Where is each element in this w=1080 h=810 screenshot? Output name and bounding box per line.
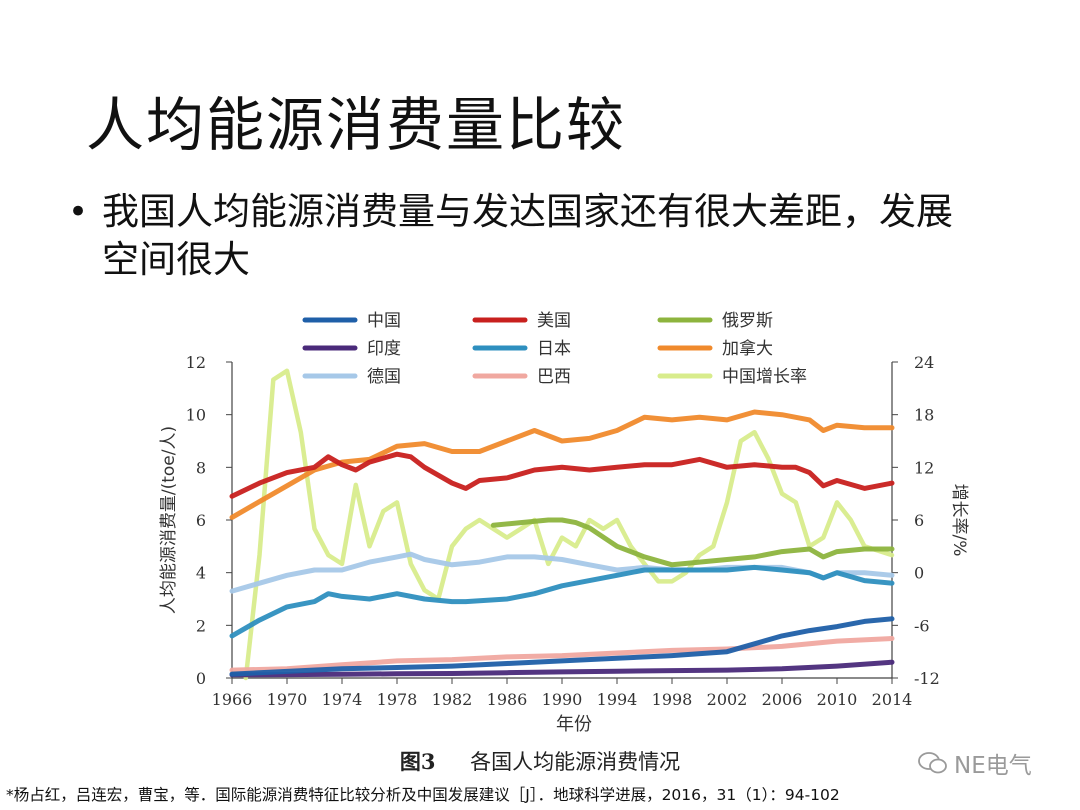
y-tick-label: 10 <box>186 406 206 425</box>
figure-label: 图3 <box>399 749 436 774</box>
x-tick-label: 2010 <box>817 690 858 709</box>
x-tick-label: 1966 <box>212 690 253 709</box>
y2-tick-label: -12 <box>914 669 940 688</box>
x-tick-label: 1998 <box>652 690 693 709</box>
legend-label: 印度 <box>367 339 401 359</box>
y2-tick-label: 12 <box>914 458 934 477</box>
reference-citation: *杨占红，吕连宏，曹宝，等．国际能源消费特征比较分析及中国发展建议［J］．地球科… <box>6 786 840 804</box>
x-tick-label: 1970 <box>267 690 308 709</box>
wechat-icon <box>918 752 947 774</box>
x-tick-label: 2006 <box>762 690 803 709</box>
legend-label: 美国 <box>537 311 571 331</box>
x-tick-label: 1974 <box>322 690 363 709</box>
x-tick-label: 1982 <box>432 690 473 709</box>
legend-label: 俄罗斯 <box>722 311 773 331</box>
x-tick-label: 1994 <box>597 690 638 709</box>
series-line-印度 <box>229 659 895 678</box>
x-tick-label: 1990 <box>542 690 583 709</box>
x-tick-label: 2014 <box>872 690 913 709</box>
watermark-text: NE电气 <box>954 753 1032 779</box>
y-tick-label: 2 <box>196 616 206 635</box>
series-line-巴西 <box>229 636 895 673</box>
legend-label: 加拿大 <box>722 338 773 359</box>
y-tick-label: 12 <box>186 353 206 372</box>
y-tick-label: 8 <box>196 458 206 477</box>
y-tick-label: 0 <box>196 669 206 688</box>
bullet-dot: • <box>68 192 89 232</box>
x-tick-label: 2002 <box>707 690 748 709</box>
legend-label: 德国 <box>367 367 401 387</box>
y2-tick-label: 18 <box>914 406 934 425</box>
y-tick-label: 4 <box>196 564 206 583</box>
y2-axis-label: 增长率/% <box>949 484 969 557</box>
legend-label: 中国 <box>367 311 401 331</box>
series-line-中国 <box>229 616 895 677</box>
chart-axis-labels: 年份 人均能源消费量/(toe/人) 增长率/% <box>159 426 969 735</box>
slide-title: 人均能源消费量比较 <box>86 91 627 159</box>
series-line-日本 <box>229 564 895 639</box>
chart-series <box>229 368 895 681</box>
series-line-中国增长率 <box>243 368 895 681</box>
figure-caption-text: 各国人均能源消费情况 <box>470 750 681 774</box>
legend-label: 巴西 <box>537 367 571 387</box>
y2-tick-label: 6 <box>914 511 924 530</box>
x-axis-label: 年份 <box>556 714 592 735</box>
series-line-美国 <box>229 451 895 499</box>
y2-tick-label: 24 <box>914 353 934 372</box>
series-line-加拿大 <box>229 409 895 520</box>
series-line-俄罗斯 <box>490 517 895 568</box>
y2-tick-label: -6 <box>914 616 930 635</box>
bullet-point: • 我国人均能源消费量与发达国家还有很大差距，发展空间很大 <box>68 188 968 284</box>
figure-caption: 图3 各国人均能源消费情况 <box>0 746 1080 776</box>
y-tick-label: 6 <box>196 511 206 530</box>
y-axis-label: 人均能源消费量/(toe/人) <box>159 426 179 614</box>
bullet-text: 我国人均能源消费量与发达国家还有很大差距，发展空间很大 <box>102 190 953 281</box>
watermark: NE电气 <box>918 746 1032 780</box>
legend-label: 中国增长率 <box>722 367 807 387</box>
x-tick-label: 1978 <box>377 690 418 709</box>
y2-tick-label: 0 <box>914 564 924 583</box>
x-tick-label: 1986 <box>487 690 528 709</box>
legend-label: 日本 <box>537 339 571 359</box>
